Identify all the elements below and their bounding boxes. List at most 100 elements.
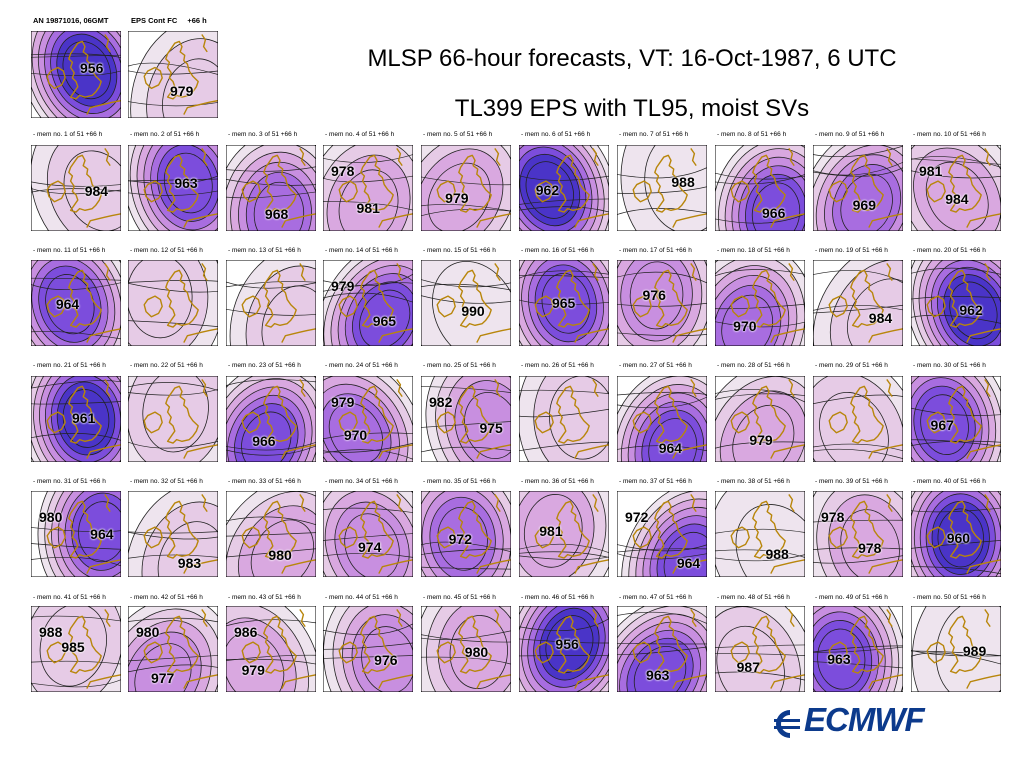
control-step-text: +66 h xyxy=(187,16,207,25)
member-33-panel xyxy=(226,491,316,577)
member-16-label: - mem no. 16 of 51 +66 h xyxy=(521,247,594,254)
member-36-pressure-value: 981 xyxy=(539,522,563,539)
member-35-label: - mem no. 35 of 51 +66 h xyxy=(423,478,496,485)
member-8-label: - mem no. 8 of 51 +66 h xyxy=(717,131,787,138)
member-50-panel xyxy=(911,606,1001,692)
member-43-pressure-value: 986 xyxy=(234,624,258,640)
member-31-panel xyxy=(31,491,121,577)
member-9-pressure-value: 969 xyxy=(852,197,876,213)
member-18-label: - mem no. 18 of 51 +66 h xyxy=(717,247,790,254)
member-49-panel xyxy=(813,606,903,692)
member-38-pressure-value: 988 xyxy=(765,545,789,562)
member-40-pressure-value: 960 xyxy=(946,529,971,546)
member-6-pressure-value: 962 xyxy=(535,182,560,199)
member-30-panel xyxy=(911,376,1001,462)
member-19-label: - mem no. 19 of 51 +66 h xyxy=(815,247,888,254)
member-10-label: - mem no. 10 of 51 +66 h xyxy=(913,131,986,138)
member-30-pressure-value: 967 xyxy=(930,416,954,433)
member-4-pressure-value: 978 xyxy=(331,163,355,179)
member-42-label: - mem no. 42 of 51 +66 h xyxy=(130,594,203,601)
member-21-pressure-value: 961 xyxy=(72,410,96,427)
ecmwf-logo-text: ECMWF xyxy=(804,701,925,738)
member-33-pressure-value: 980 xyxy=(268,546,292,563)
member-41-label: - mem no. 41 of 51 +66 h xyxy=(33,594,106,601)
member-50-label: - mem no. 50 of 51 +66 h xyxy=(913,594,986,601)
member-27-label: - mem no. 27 of 51 +66 h xyxy=(619,362,692,369)
member-38-label: - mem no. 38 of 51 +66 h xyxy=(717,478,790,485)
member-24-pressure-value: 970 xyxy=(343,427,368,444)
member-9-panel xyxy=(813,145,903,231)
member-23-pressure-value: 966 xyxy=(252,433,276,450)
member-49-pressure-value: 963 xyxy=(827,651,851,668)
member-15-pressure-value: 990 xyxy=(461,303,485,320)
member-31-label: - mem no. 31 of 51 +66 h xyxy=(33,478,106,485)
member-26-label: - mem no. 26 of 51 +66 h xyxy=(521,362,594,369)
member-42-pressure-value: 980 xyxy=(136,624,160,640)
control-panel xyxy=(128,31,218,118)
member-10-pressure-value: 984 xyxy=(945,191,969,208)
member-28-label: - mem no. 28 of 51 +66 h xyxy=(717,362,790,369)
control-low-value: 979 xyxy=(170,83,194,99)
analysis-panel xyxy=(31,31,121,118)
member-38-panel xyxy=(715,491,805,577)
member-42-panel xyxy=(128,606,218,692)
member-47-pressure-value: 963 xyxy=(646,666,670,683)
member-4-label: - mem no. 4 of 51 +66 h xyxy=(325,131,395,138)
member-3-panel xyxy=(226,145,316,231)
member-25-panel xyxy=(421,376,511,462)
member-17-label: - mem no. 17 of 51 +66 h xyxy=(619,247,692,254)
member-3-pressure-value: 968 xyxy=(264,205,289,222)
member-4-panel xyxy=(323,145,413,231)
control-label-text: EPS Cont FC xyxy=(131,16,178,25)
member-31-pressure-value: 964 xyxy=(90,525,114,542)
member-50-pressure-value: 989 xyxy=(962,643,987,660)
member-28-pressure-value: 979 xyxy=(749,432,773,449)
member-36-panel xyxy=(519,491,609,577)
member-46-panel xyxy=(519,606,609,692)
member-29-panel xyxy=(813,376,903,462)
member-43-label: - mem no. 43 of 51 +66 h xyxy=(228,594,301,601)
member-34-pressure-value: 974 xyxy=(358,538,382,555)
member-37-pressure-value: 964 xyxy=(676,555,701,571)
member-18-pressure-value: 970 xyxy=(733,318,757,335)
member-14-pressure-value: 979 xyxy=(331,278,355,294)
control-forecast-label: EPS Cont FC +66 h xyxy=(131,16,207,25)
member-47-label: - mem no. 47 of 51 +66 h xyxy=(619,594,692,601)
member-24-pressure-value: 979 xyxy=(331,394,355,410)
member-12-panel xyxy=(128,260,218,346)
member-45-pressure-value: 980 xyxy=(464,644,489,661)
member-13-panel xyxy=(226,260,316,346)
member-10-pressure-value: 981 xyxy=(919,163,943,179)
member-25-label: - mem no. 25 of 51 +66 h xyxy=(423,362,496,369)
member-45-label: - mem no. 45 of 51 +66 h xyxy=(423,594,496,601)
member-7-panel xyxy=(617,145,707,231)
member-17-pressure-value: 976 xyxy=(642,287,666,304)
member-44-label: - mem no. 44 of 51 +66 h xyxy=(325,594,398,601)
member-23-panel xyxy=(226,376,316,462)
member-16-pressure-value: 965 xyxy=(551,295,576,312)
member-2-pressure-value: 963 xyxy=(174,175,198,191)
member-28-panel xyxy=(715,376,805,462)
member-6-label: - mem no. 6 of 51 +66 h xyxy=(521,131,591,138)
ecmwf-logo xyxy=(774,710,800,738)
member-31-pressure-value: 980 xyxy=(39,509,63,525)
member-39-pressure-value: 978 xyxy=(821,509,845,525)
member-7-pressure-value: 988 xyxy=(671,174,695,191)
member-19-pressure-value: 984 xyxy=(868,310,893,327)
analysis-label: AN 19871016, 06GMT xyxy=(33,16,109,25)
member-5-pressure-value: 979 xyxy=(445,189,469,206)
member-20-panel xyxy=(911,260,1001,346)
member-27-panel xyxy=(617,376,707,462)
member-39-panel xyxy=(813,491,903,577)
member-45-panel xyxy=(421,606,511,692)
member-43-pressure-value: 979 xyxy=(241,661,265,678)
member-11-label: - mem no. 11 of 51 +66 h xyxy=(33,247,106,254)
member-37-label: - mem no. 37 of 51 +66 h xyxy=(619,478,692,485)
member-18-panel xyxy=(715,260,805,346)
member-48-label: - mem no. 48 of 51 +66 h xyxy=(717,594,790,601)
member-1-pressure-value: 984 xyxy=(84,182,109,199)
member-32-panel xyxy=(128,491,218,577)
page-subtitle: TL399 EPS with TL95, moist SVs xyxy=(454,95,810,122)
member-37-panel xyxy=(617,491,707,577)
member-42-pressure-value: 977 xyxy=(150,669,175,686)
